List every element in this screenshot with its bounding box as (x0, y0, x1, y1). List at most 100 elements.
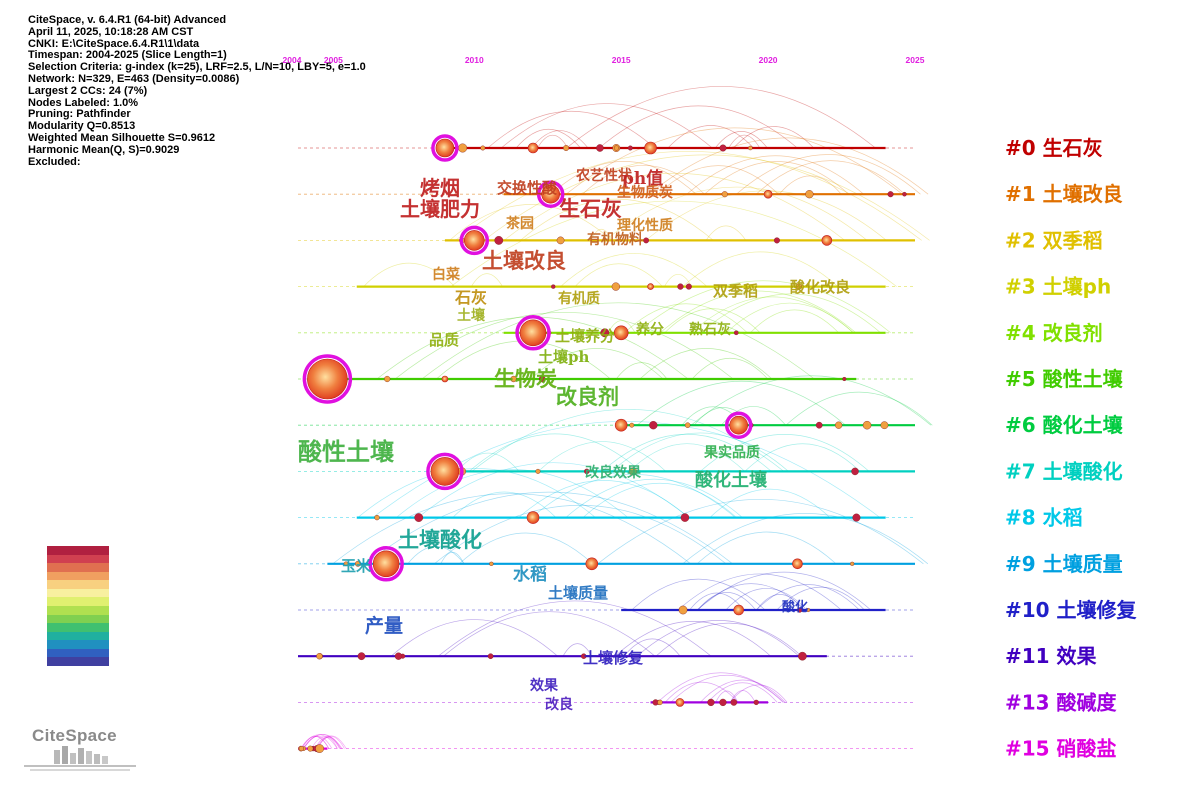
keyword-node (748, 145, 753, 151)
citation-arc (628, 443, 745, 472)
keyword-node (629, 422, 635, 428)
legend-swatch (47, 571, 109, 581)
keyword-node (487, 653, 494, 660)
keyword-node (627, 145, 633, 151)
citation-arc (332, 493, 691, 565)
keyword-node (733, 330, 739, 336)
citation-arc (700, 293, 881, 334)
keyword-node (798, 651, 807, 661)
citation-arc (686, 155, 864, 195)
keyword-node (315, 744, 325, 753)
legend-swatch (47, 640, 109, 650)
info-line: Modularity Q=0.8513 (28, 120, 136, 133)
hub-node (585, 557, 599, 571)
keyword-label: 理化性质 (617, 217, 673, 234)
citation-arc (756, 584, 860, 611)
info-line: CNKI: E:\CiteSpace.6.4.R1\1\data (28, 37, 200, 50)
keyword-label: 改良剂 (556, 384, 619, 409)
keyword-label: 有机质 (558, 290, 600, 307)
keyword-node (628, 467, 637, 476)
burst-ring (431, 134, 459, 162)
keyword-node (880, 421, 889, 430)
keyword-node (719, 698, 727, 707)
info-line: Selection Criteria: g-index (k=25), LRF=… (28, 61, 366, 74)
citation-arc (394, 311, 734, 380)
keyword-node (649, 421, 658, 430)
citation-arc (776, 586, 865, 611)
cluster-label: #11 效果 (1005, 644, 1097, 668)
keyword-label: 酸化改良 (790, 278, 850, 296)
keyword-node (850, 561, 855, 566)
keyword-node (494, 236, 504, 245)
keyword-node (773, 237, 780, 244)
info-line: Nodes Labeled: 1.0% (28, 96, 139, 109)
keyword-label: 生石灰 (559, 196, 622, 221)
keyword-label: 熟石灰 (689, 321, 731, 338)
keyword-label: 改良 (545, 696, 573, 713)
keyword-node (374, 514, 380, 521)
hub-node (821, 235, 833, 246)
cluster-label: #8 水稻 (1005, 506, 1083, 530)
keyword-label: 农艺性状 (575, 167, 633, 184)
legend-swatch (47, 648, 109, 658)
keyword-node (600, 328, 610, 338)
legend-swatch (47, 614, 109, 624)
citation-arc (667, 125, 754, 149)
keyword-node (584, 468, 590, 475)
keyword-node (680, 513, 690, 522)
citation-arc (459, 532, 593, 565)
keyword-label: 玉米 (341, 557, 372, 575)
burst-ring (724, 411, 753, 439)
citation-arc (560, 253, 708, 287)
hub-node (526, 511, 540, 524)
citation-arc (604, 186, 868, 241)
citation-arc (456, 452, 520, 472)
citation-arc (471, 408, 785, 472)
hub-node (675, 698, 685, 707)
legend-swatch (47, 554, 109, 564)
citation-arc (365, 491, 733, 565)
citation-arc (700, 679, 786, 703)
citation-arc (615, 362, 668, 380)
citation-arc (657, 672, 785, 703)
info-line: Weighted Mean Silhouette S=0.9612 (28, 131, 216, 144)
citation-arc (574, 263, 663, 287)
citation-arc (440, 551, 465, 564)
hub-node (463, 230, 485, 251)
hub-node (307, 358, 348, 400)
hub-node (435, 138, 455, 158)
citation-arc (614, 621, 771, 657)
year-label: 2015 (612, 55, 631, 65)
citation-arc (607, 320, 636, 333)
citation-arc (565, 127, 903, 195)
citation-arc (357, 468, 596, 518)
citation-arc (623, 638, 681, 657)
keyword-label: 土壤修复 (583, 649, 644, 667)
citation-arc (300, 734, 338, 749)
keyword-label: 土壤酸化 (398, 527, 482, 552)
legend-swatch (47, 597, 109, 607)
citation-arc (390, 619, 558, 657)
citation-arc (639, 348, 773, 380)
logo-graphic (24, 746, 136, 771)
keyword-label: 品质 (429, 331, 459, 349)
citation-arc (450, 200, 897, 287)
keyword-node (730, 699, 738, 706)
citation-arc (624, 303, 748, 334)
info-line: CiteSpace, v. 6.4.R1 (64-bit) Advanced (28, 14, 227, 26)
keyword-label: 土壤养分 (555, 327, 615, 345)
keyword-node (684, 422, 691, 428)
citation-arc (566, 86, 876, 149)
keyword-node (643, 237, 650, 244)
year-label: 2025 (906, 55, 925, 65)
keyword-label: 水稻 (513, 564, 547, 585)
citation-arc (452, 491, 557, 518)
keyword-label: 土壤质量 (548, 584, 608, 602)
burst-ring (536, 180, 565, 208)
keyword-node (580, 653, 587, 659)
citation-arc (455, 150, 922, 241)
keyword-label: 改良效果 (585, 464, 642, 481)
citation-arc (487, 111, 655, 149)
keyword-label: 生物质炭 (617, 184, 673, 201)
